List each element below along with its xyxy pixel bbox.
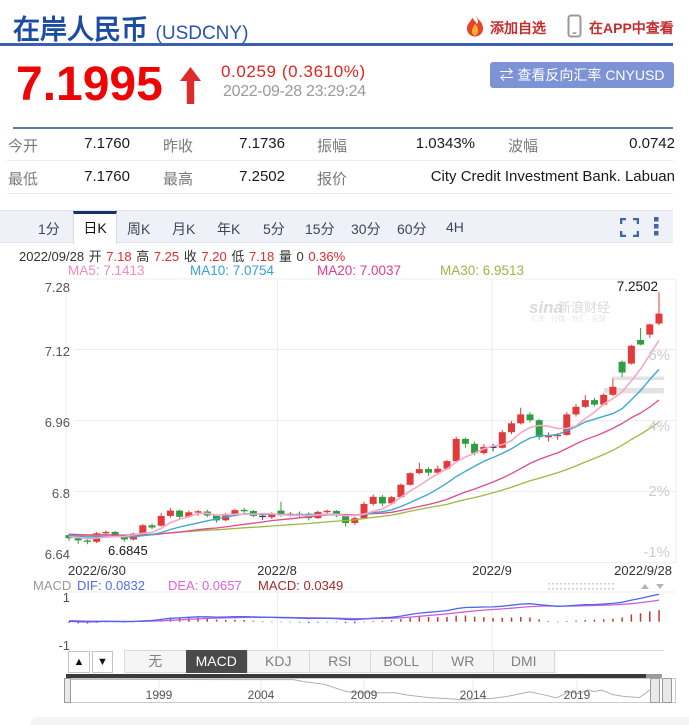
svg-text:DEA: 0.0657: DEA: 0.0657: [168, 578, 242, 593]
svg-text:6.96: 6.96: [45, 415, 70, 430]
svg-text:7.28: 7.28: [45, 280, 70, 295]
svg-text:2022/8: 2022/8: [257, 563, 297, 578]
svg-text:2022/9/28: 2022/9/28: [614, 563, 672, 578]
svg-text:2%: 2%: [648, 483, 670, 500]
svg-text:2004: 2004: [248, 688, 275, 702]
svg-text:2014: 2014: [460, 688, 487, 702]
svg-text:汇率 · 行情 · 外汇 · 全球: 汇率 · 行情 · 外汇 · 全球: [531, 314, 606, 323]
svg-text:2009: 2009: [351, 688, 378, 702]
svg-text:sina: sina: [529, 298, 563, 317]
svg-text:-1%: -1%: [643, 544, 670, 561]
svg-text:1999: 1999: [146, 688, 173, 702]
svg-text:6%: 6%: [648, 347, 670, 364]
svg-text:DIF: 0.0832: DIF: 0.0832: [77, 578, 145, 593]
svg-text:6.8: 6.8: [52, 486, 70, 501]
svg-text:新浪财经: 新浪财经: [558, 300, 610, 315]
svg-text:2022/9: 2022/9: [472, 563, 512, 578]
svg-text:2022/6/30: 2022/6/30: [68, 563, 126, 578]
svg-text:-1: -1: [58, 638, 70, 653]
svg-text:MACD: 0.0349: MACD: 0.0349: [258, 578, 343, 593]
svg-text:1: 1: [63, 590, 70, 605]
svg-text:MACD: MACD: [33, 578, 71, 593]
svg-text:7.2502: 7.2502: [617, 279, 658, 294]
svg-text:4%: 4%: [648, 418, 670, 435]
svg-text:6.6845: 6.6845: [108, 543, 148, 558]
svg-text:2019: 2019: [564, 688, 591, 702]
svg-text:6.64: 6.64: [45, 547, 70, 562]
svg-text:7.12: 7.12: [45, 344, 70, 359]
